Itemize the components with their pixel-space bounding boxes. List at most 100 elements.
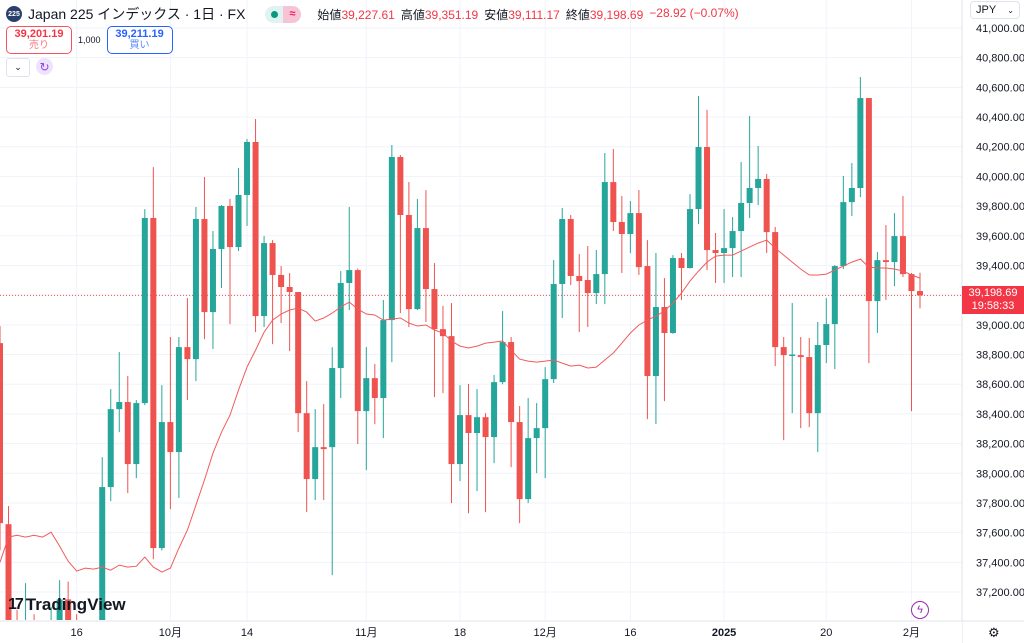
candle-body [874, 260, 881, 302]
candle-body [806, 357, 813, 414]
price-axis[interactable] [962, 0, 1024, 643]
candle-body [371, 378, 378, 399]
candle [848, 163, 855, 217]
candle [695, 95, 702, 225]
candle [56, 580, 63, 620]
collapse-chevron-icon[interactable]: ⌄ [6, 58, 30, 77]
candle [124, 376, 131, 494]
candle-body [772, 232, 779, 348]
candle-body [192, 219, 199, 360]
candle [363, 347, 370, 471]
y-tick-label: 40,000.00 [976, 171, 1024, 183]
open: 始値39,227.61 [317, 7, 395, 22]
candle-body [618, 221, 625, 235]
candle-body [141, 217, 148, 404]
candle [141, 209, 148, 406]
candle [772, 227, 779, 367]
candle [380, 300, 387, 439]
candle [448, 303, 455, 504]
candle-body [354, 270, 361, 412]
change: −28.92 (−0.07%) [649, 5, 739, 20]
candle [678, 253, 685, 301]
candle [457, 385, 463, 482]
candle-body [729, 231, 736, 249]
candle-body [261, 243, 268, 317]
sell-button[interactable]: 39,201.19 売り [6, 26, 72, 54]
candle-body [891, 236, 898, 263]
candle [712, 232, 719, 283]
candle-body [380, 320, 387, 399]
bar-countdown: 19:58:33 [971, 300, 1015, 312]
last-price: 39,198.69 [968, 287, 1018, 299]
candle [644, 240, 651, 420]
candle-body [584, 280, 591, 294]
market-status[interactable]: ≈ [265, 5, 302, 23]
candle-body [448, 336, 455, 465]
candle-body [789, 354, 796, 357]
candle [116, 352, 123, 433]
time-axis[interactable] [0, 621, 962, 643]
candle [525, 398, 532, 504]
candle [474, 389, 481, 492]
lightning-icon[interactable]: ϟ [911, 601, 929, 619]
candle-body [482, 417, 489, 438]
candle [295, 292, 302, 433]
candle-body [627, 213, 634, 235]
candle-body [158, 422, 165, 549]
market-open-dot-icon [265, 5, 284, 23]
candle [627, 201, 634, 254]
candle-body [491, 382, 498, 438]
candle-body [644, 266, 651, 377]
buy-button[interactable]: 39,211.19 買い [106, 26, 173, 54]
symbol-badge-icon: 225 [6, 6, 22, 22]
sell-price: 39,201.19 [14, 28, 64, 40]
refresh-icon[interactable]: ↻ [36, 58, 53, 75]
candle-body [465, 415, 472, 434]
tradingview-logo[interactable]: 17 TradingView [8, 595, 126, 615]
candle-body [218, 205, 225, 249]
candle [823, 298, 830, 364]
candle-body [150, 217, 157, 549]
candle [99, 457, 106, 620]
candle-body [661, 307, 668, 334]
candle-body [567, 219, 574, 277]
candles [0, 76, 923, 620]
candle [397, 155, 404, 314]
candle [465, 384, 472, 514]
candle [414, 198, 421, 310]
candle [269, 240, 276, 345]
buy-price: 39,211.19 [115, 28, 164, 40]
low: 安値39,111.17 [484, 7, 560, 22]
candle [635, 190, 642, 275]
candle [150, 167, 157, 560]
tradingview-logo-icon: 17 [8, 596, 24, 613]
quantity[interactable]: 1,000 [78, 35, 101, 45]
chart-title[interactable]: Japan 225 インデックス · 1日 · FX [28, 6, 246, 22]
candle [704, 109, 711, 271]
candle-body [124, 402, 131, 465]
currency-label: JPY [976, 4, 997, 16]
x-tick-label: 2025 [712, 627, 736, 639]
candle-body [865, 98, 872, 302]
y-tick-label: 38,200.00 [976, 439, 1024, 451]
candle-body [184, 347, 191, 360]
y-tick-label: 39,400.00 [976, 260, 1024, 272]
x-tick-label: 12月 [534, 627, 557, 639]
logo-text: TradingView [25, 595, 126, 614]
candle-body [593, 274, 600, 294]
candle-body [56, 599, 63, 620]
y-tick-label: 40,200.00 [976, 142, 1024, 154]
candle [899, 196, 906, 278]
currency-select[interactable]: JPY ⌄ [970, 1, 1020, 19]
x-tick-label: 14 [241, 627, 253, 639]
candle [669, 255, 676, 334]
candle [857, 76, 864, 198]
candle [593, 250, 600, 305]
candle [422, 190, 429, 323]
candle-body [857, 98, 864, 188]
candle-body [516, 422, 523, 500]
settings-gear-icon[interactable]: ⚙ [988, 625, 1000, 640]
candle-body [388, 156, 395, 321]
candle [209, 231, 216, 350]
